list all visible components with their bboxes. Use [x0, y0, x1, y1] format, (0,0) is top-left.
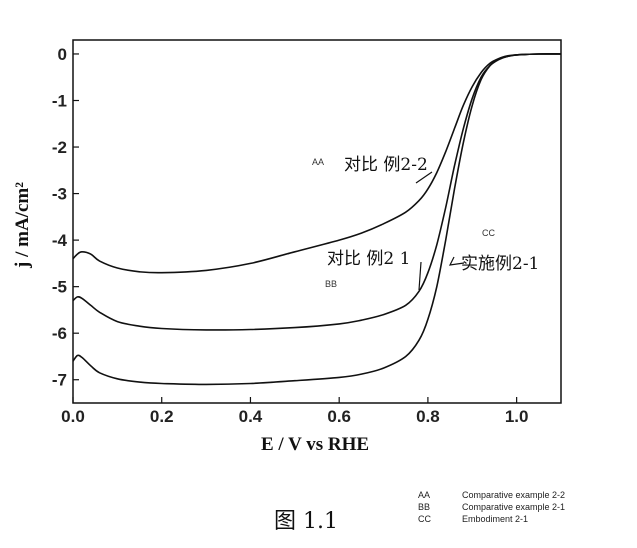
y-tick-label: -5 — [52, 278, 67, 297]
legend-text: Comparative example 2-2 — [462, 489, 565, 501]
series-line-cc — [73, 54, 561, 384]
legend-row-aa: AA Comparative example 2-2 — [418, 489, 565, 501]
legend-row-cc: CC Embodiment 2-1 — [418, 513, 565, 525]
y-tick-label: -2 — [52, 138, 67, 157]
tick-group: 0.0 0.2 0.4 0.6 0.8 1.0 0 -1 -2 -3 -4 -5 -6 -7 — [52, 45, 529, 426]
annotation-aa-label: 对比 例2-2 — [344, 155, 428, 175]
x-axis-title: E / V vs RHE — [261, 434, 369, 455]
legend-code: CC — [418, 513, 462, 525]
x-tick-label: 0.2 — [150, 407, 174, 426]
y-tick-label: 0 — [58, 45, 67, 64]
series-line-bb — [73, 54, 561, 330]
legend-code: BB — [418, 501, 462, 513]
y-tick-label: -3 — [52, 185, 67, 204]
annotation-bb-label: 对比 例2 1 — [327, 249, 410, 269]
annotation-cc-label: 实施例2-1 — [461, 254, 539, 274]
legend-text: Comparative example 2-1 — [462, 501, 565, 513]
y-tick-label: -4 — [52, 231, 68, 250]
annotation-cc-code: CC — [482, 228, 495, 238]
legend-code: AA — [418, 489, 462, 501]
code-legend: AA Comparative example 2-2 BB Comparativ… — [418, 489, 565, 525]
y-tick-label: -6 — [52, 324, 67, 343]
y-axis-title: j / mA/cm² — [12, 182, 33, 269]
legend-row-bb: BB Comparative example 2-1 — [418, 501, 565, 513]
annotation-aa-code: AA — [312, 157, 324, 167]
figure-caption: 图 1.1 — [274, 503, 338, 535]
x-tick-label: 0.6 — [327, 407, 351, 426]
x-tick-label: 0.4 — [239, 407, 263, 426]
x-tick-label: 0.0 — [61, 407, 85, 426]
legend-text: Embodiment 2-1 — [462, 513, 528, 525]
annotation-bb-pointer — [419, 262, 421, 290]
series-group — [73, 54, 561, 384]
y-tick-label: -7 — [52, 371, 67, 390]
annotation-bb-code: BB — [325, 279, 337, 289]
x-tick-label: 0.8 — [416, 407, 440, 426]
x-tick-label: 1.0 — [505, 407, 529, 426]
y-tick-label: -1 — [52, 92, 67, 111]
plot-frame — [73, 40, 561, 403]
